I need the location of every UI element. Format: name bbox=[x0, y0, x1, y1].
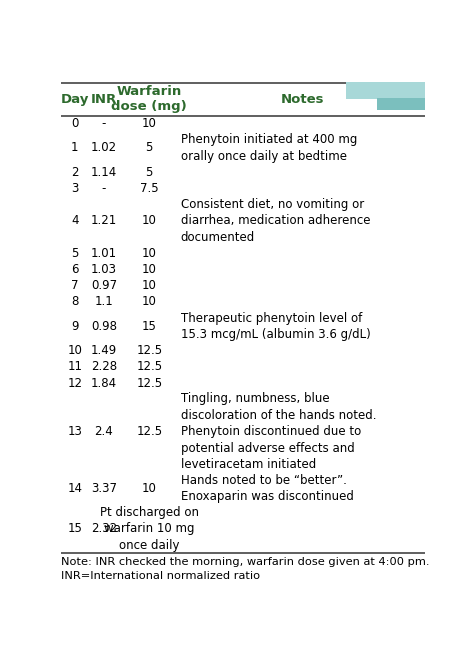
Text: 6: 6 bbox=[71, 263, 79, 276]
Text: 1.01: 1.01 bbox=[91, 247, 117, 260]
Text: Day: Day bbox=[61, 93, 89, 106]
Text: Tingling, numbness, blue
discoloration of the hands noted.
Phenytoin discontinue: Tingling, numbness, blue discoloration o… bbox=[181, 392, 376, 471]
Text: 12.5: 12.5 bbox=[136, 360, 162, 373]
FancyBboxPatch shape bbox=[61, 164, 425, 180]
Text: 2.32: 2.32 bbox=[91, 523, 117, 535]
Text: 5: 5 bbox=[146, 166, 153, 178]
Text: 1.14: 1.14 bbox=[91, 166, 117, 178]
Text: 10: 10 bbox=[142, 295, 157, 309]
Text: 13: 13 bbox=[67, 425, 82, 438]
Text: 2.28: 2.28 bbox=[91, 360, 117, 373]
FancyBboxPatch shape bbox=[61, 294, 425, 310]
Text: -: - bbox=[101, 117, 106, 130]
Text: 10: 10 bbox=[142, 279, 157, 293]
Text: 1: 1 bbox=[71, 142, 79, 154]
FancyBboxPatch shape bbox=[61, 342, 425, 359]
Text: 1.84: 1.84 bbox=[91, 376, 117, 390]
FancyBboxPatch shape bbox=[61, 375, 425, 391]
FancyBboxPatch shape bbox=[377, 97, 425, 111]
FancyBboxPatch shape bbox=[61, 310, 425, 342]
Text: 12: 12 bbox=[67, 376, 82, 390]
Text: 10: 10 bbox=[142, 263, 157, 276]
Text: 15: 15 bbox=[67, 523, 82, 535]
Text: 12.5: 12.5 bbox=[136, 344, 162, 357]
Text: 0.98: 0.98 bbox=[91, 320, 117, 333]
Text: Therapeutic phenytoin level of
15.3 mcg/mL (albumin 3.6 g/dL): Therapeutic phenytoin level of 15.3 mcg/… bbox=[181, 311, 371, 341]
Text: Hands noted to be “better”.
Enoxaparin was discontinued: Hands noted to be “better”. Enoxaparin w… bbox=[181, 474, 354, 503]
FancyBboxPatch shape bbox=[61, 359, 425, 375]
Text: Phenytoin initiated at 400 mg
orally once daily at bedtime: Phenytoin initiated at 400 mg orally onc… bbox=[181, 134, 357, 162]
Text: 14: 14 bbox=[67, 482, 82, 495]
Text: 10: 10 bbox=[142, 117, 157, 130]
FancyBboxPatch shape bbox=[61, 472, 425, 505]
Text: 9: 9 bbox=[71, 320, 79, 333]
Text: 12.5: 12.5 bbox=[136, 376, 162, 390]
Text: INR: INR bbox=[91, 93, 117, 106]
FancyBboxPatch shape bbox=[61, 391, 425, 472]
Text: 11: 11 bbox=[67, 360, 82, 373]
Text: 10: 10 bbox=[67, 344, 82, 357]
FancyBboxPatch shape bbox=[61, 262, 425, 278]
Text: 0: 0 bbox=[71, 117, 78, 130]
Text: 1.21: 1.21 bbox=[91, 215, 117, 227]
Text: 5: 5 bbox=[71, 247, 78, 260]
FancyBboxPatch shape bbox=[346, 82, 425, 99]
Text: Notes: Notes bbox=[280, 93, 324, 106]
Text: Consistent diet, no vomiting or
diarrhea, medication adherence
documented: Consistent diet, no vomiting or diarrhea… bbox=[181, 198, 370, 244]
Text: 12.5: 12.5 bbox=[136, 425, 162, 438]
Text: 2.4: 2.4 bbox=[94, 425, 113, 438]
Text: Warfarin
dose (mg): Warfarin dose (mg) bbox=[111, 85, 187, 113]
Text: 7.5: 7.5 bbox=[140, 182, 159, 195]
Text: 5: 5 bbox=[146, 142, 153, 154]
Text: Pt discharged on
warfarin 10 mg
once daily: Pt discharged on warfarin 10 mg once dai… bbox=[100, 506, 199, 552]
Text: 2: 2 bbox=[71, 166, 79, 178]
FancyBboxPatch shape bbox=[61, 180, 425, 197]
Text: 1.49: 1.49 bbox=[91, 344, 117, 357]
Text: Note: INR checked the morning, warfarin dose given at 4:00 pm.
INR=International: Note: INR checked the morning, warfarin … bbox=[61, 558, 429, 581]
FancyBboxPatch shape bbox=[61, 197, 425, 245]
Text: 15: 15 bbox=[142, 320, 157, 333]
Text: 4: 4 bbox=[71, 215, 79, 227]
Text: 7: 7 bbox=[71, 279, 79, 293]
Text: 10: 10 bbox=[142, 215, 157, 227]
Text: 3: 3 bbox=[71, 182, 78, 195]
Text: 1.03: 1.03 bbox=[91, 263, 117, 276]
FancyBboxPatch shape bbox=[61, 505, 425, 554]
FancyBboxPatch shape bbox=[61, 278, 425, 294]
Text: 1.02: 1.02 bbox=[91, 142, 117, 154]
Text: 8: 8 bbox=[71, 295, 78, 309]
FancyBboxPatch shape bbox=[61, 132, 425, 164]
FancyBboxPatch shape bbox=[61, 115, 425, 132]
FancyBboxPatch shape bbox=[61, 245, 425, 262]
Text: 10: 10 bbox=[142, 482, 157, 495]
Text: 1.1: 1.1 bbox=[94, 295, 113, 309]
Text: 0.97: 0.97 bbox=[91, 279, 117, 293]
Text: 10: 10 bbox=[142, 247, 157, 260]
Text: 3.37: 3.37 bbox=[91, 482, 117, 495]
Text: -: - bbox=[101, 182, 106, 195]
